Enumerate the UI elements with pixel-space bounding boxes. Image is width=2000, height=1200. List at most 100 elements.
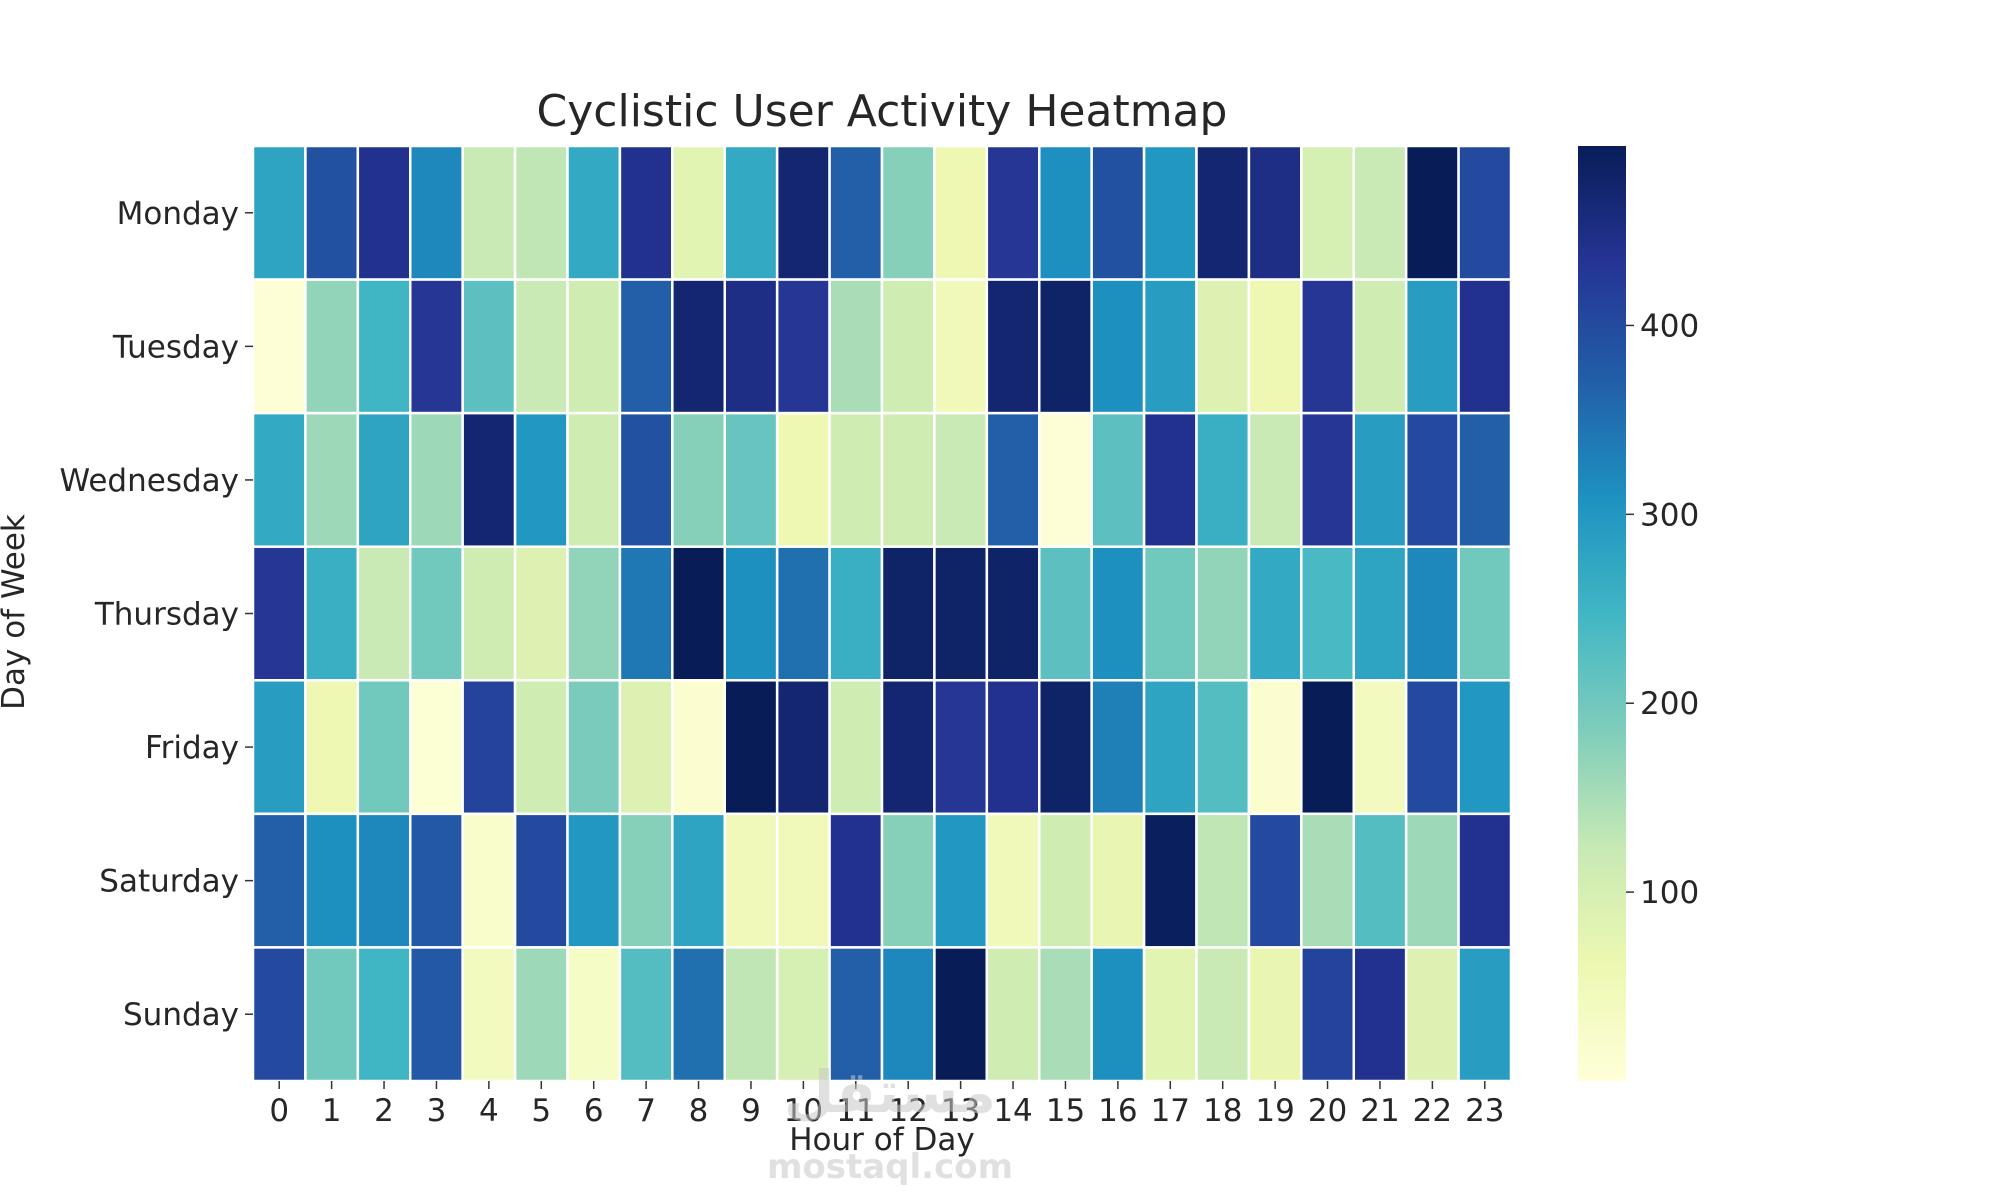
heatmap-cell xyxy=(828,411,884,548)
colorbar xyxy=(1578,146,1626,1081)
heatmap-cell xyxy=(409,411,464,548)
y-tick-label: Sunday xyxy=(123,997,239,1033)
heatmap-cell xyxy=(461,144,517,281)
heatmap-cell xyxy=(566,812,622,949)
heatmap-cell xyxy=(775,679,831,816)
heatmap-cell xyxy=(618,812,674,949)
heatmap-cell xyxy=(1352,946,1408,1083)
heatmap-cell xyxy=(1300,278,1356,415)
heatmap-cell xyxy=(1404,144,1460,281)
heatmap-cell xyxy=(828,278,884,415)
heatmap-cell xyxy=(1090,812,1146,949)
heatmap-cell xyxy=(1247,812,1303,949)
x-tick-label: 4 xyxy=(479,1093,499,1129)
heatmap-cell xyxy=(671,812,726,949)
x-tick-label: 12 xyxy=(888,1093,927,1129)
x-tick-label: 19 xyxy=(1255,1093,1294,1129)
heatmap-cell xyxy=(1090,946,1146,1083)
heatmap-cell xyxy=(828,545,884,682)
heatmap-cell xyxy=(618,545,674,682)
heatmap-cell xyxy=(1404,812,1460,949)
heatmap-cell xyxy=(985,545,1041,682)
heatmap-cell xyxy=(1038,278,1093,415)
heatmap-cell xyxy=(304,411,360,548)
heatmap-cell xyxy=(461,946,517,1083)
heatmap-cell xyxy=(251,812,307,949)
heatmap-cell xyxy=(513,411,569,548)
x-tick-label: 22 xyxy=(1413,1093,1452,1129)
heatmap-cell xyxy=(985,411,1041,548)
heatmap-cell xyxy=(356,679,412,816)
x-tick-label: 2 xyxy=(374,1093,394,1129)
x-axis-label: Hour of Day xyxy=(789,1122,974,1158)
x-tick-label: 11 xyxy=(836,1093,875,1129)
heatmap-cell xyxy=(356,411,412,548)
heatmap-cell xyxy=(1090,545,1146,682)
heatmap-cell xyxy=(880,679,936,816)
heatmap-cell xyxy=(1195,545,1251,682)
heatmap-cell xyxy=(304,812,360,949)
heatmap-cell xyxy=(723,679,779,816)
heatmap-cell xyxy=(933,278,989,415)
heatmap-cell xyxy=(409,545,464,682)
heatmap-cell xyxy=(1142,545,1198,682)
heatmap-cell xyxy=(671,278,726,415)
heatmap-cell xyxy=(304,679,360,816)
heatmap-cell xyxy=(1404,679,1460,816)
heatmap-cell xyxy=(461,411,517,548)
heatmap-cell xyxy=(828,679,884,816)
heatmap-cell xyxy=(513,812,569,949)
colorbar-tick-label: 300 xyxy=(1640,497,1699,533)
heatmap-cell xyxy=(618,278,674,415)
x-axis-ticks: 0 1 2 3 4 5 6 7 8 9 10 11 12 13 14 15 16 17 18 19 20 21 22 23 xyxy=(269,1081,1505,1129)
x-tick-label: 17 xyxy=(1151,1093,1190,1129)
watermark-latin: mostaql.com xyxy=(767,1147,1013,1187)
x-tick-label: 15 xyxy=(1046,1093,1085,1129)
heatmap-cell xyxy=(356,812,412,949)
heatmap-cell xyxy=(513,545,569,682)
heatmap-cell xyxy=(461,679,517,816)
heatmap-cell xyxy=(723,144,779,281)
heatmap-cell xyxy=(1247,946,1303,1083)
heatmap-cell xyxy=(1404,946,1460,1083)
heatmap-cell xyxy=(304,946,360,1083)
heatmap-cell xyxy=(1090,144,1146,281)
heatmap-cell xyxy=(513,946,569,1083)
heatmap-cell xyxy=(618,679,674,816)
heatmap-cell xyxy=(880,812,936,949)
heatmap-cell xyxy=(1142,812,1198,949)
heatmap-cell xyxy=(566,144,622,281)
heatmap-cell xyxy=(1300,545,1356,682)
heatmap-cell xyxy=(1195,946,1251,1083)
heatmap-cell xyxy=(251,411,307,548)
y-axis-label: Day of Week xyxy=(0,514,32,710)
heatmap-cell xyxy=(356,946,412,1083)
heatmap-cell xyxy=(723,812,779,949)
heatmap-cell xyxy=(1038,679,1093,816)
heatmap-cell xyxy=(775,144,831,281)
heatmap-cell xyxy=(566,545,622,682)
heatmap-cell xyxy=(1404,278,1460,415)
heatmap-cell xyxy=(356,545,412,682)
heatmap-cell xyxy=(304,278,360,415)
heatmap-cell xyxy=(723,946,779,1083)
heatmap-cell xyxy=(566,411,622,548)
heatmap-cell xyxy=(1090,679,1146,816)
x-tick-label: 14 xyxy=(993,1093,1032,1129)
heatmap-cell xyxy=(1195,144,1251,281)
heatmap-cell xyxy=(251,545,307,682)
heatmap-cell xyxy=(933,679,989,816)
x-tick-label: 23 xyxy=(1465,1093,1504,1129)
heatmap-cell xyxy=(513,679,569,816)
x-tick-label: 7 xyxy=(636,1093,656,1129)
heatmap-cell xyxy=(513,144,569,281)
heatmap-cell xyxy=(1300,946,1356,1083)
heatmap-cell xyxy=(1457,679,1513,816)
heatmap-cell xyxy=(618,144,674,281)
heatmap-cell xyxy=(1247,679,1303,816)
heatmap-cell xyxy=(1142,278,1198,415)
heatmap-cell xyxy=(880,278,936,415)
heatmap-cell xyxy=(1352,545,1408,682)
y-tick-label: Monday xyxy=(117,196,239,232)
